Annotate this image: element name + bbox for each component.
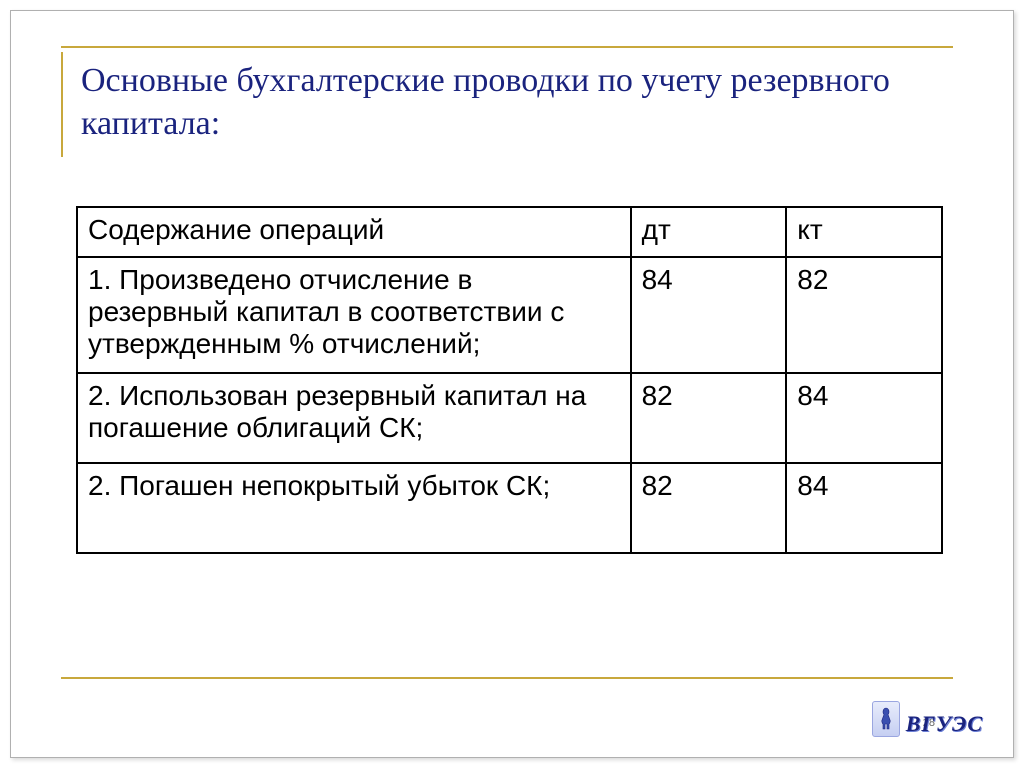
entries-table: Содержание операций дт кт 1. Произведено… [76, 206, 943, 554]
logo-text: ВГУЭС [906, 711, 983, 737]
cell-kt: 82 [786, 257, 942, 373]
footer-rule [61, 677, 953, 679]
cell-desc: 2. Использован резервный капитал на пога… [77, 373, 631, 463]
cell-dt: 82 [631, 463, 787, 553]
cell-dt: 82 [631, 373, 787, 463]
logo-figure-icon [872, 701, 900, 737]
col-header-desc: Содержание операций [77, 207, 631, 257]
cell-kt: 84 [786, 463, 942, 553]
footer-logo: ВГУЭС [872, 701, 983, 737]
cell-dt: 84 [631, 257, 787, 373]
cell-desc: 1. Произведено отчисление в резервный ка… [77, 257, 631, 373]
table-row: 1. Произведено отчисление в резервный ка… [77, 257, 942, 373]
table-row: 2. Использован резервный капитал на пога… [77, 373, 942, 463]
cell-desc: 2. Погашен непокрытый убыток СК; [77, 463, 631, 553]
col-header-dt: дт [631, 207, 787, 257]
col-header-kt: кт [786, 207, 942, 257]
cell-kt: 84 [786, 373, 942, 463]
title-block: Основные бухгалтерские проводки по учету… [61, 46, 953, 157]
table-row: 2. Погашен непокрытый убыток СК; 82 84 [77, 463, 942, 553]
slide-title: Основные бухгалтерские проводки по учету… [81, 60, 953, 145]
slide-frame: Основные бухгалтерские проводки по учету… [10, 10, 1014, 758]
table-header-row: Содержание операций дт кт [77, 207, 942, 257]
entries-table-wrap: Содержание операций дт кт 1. Произведено… [76, 206, 943, 554]
